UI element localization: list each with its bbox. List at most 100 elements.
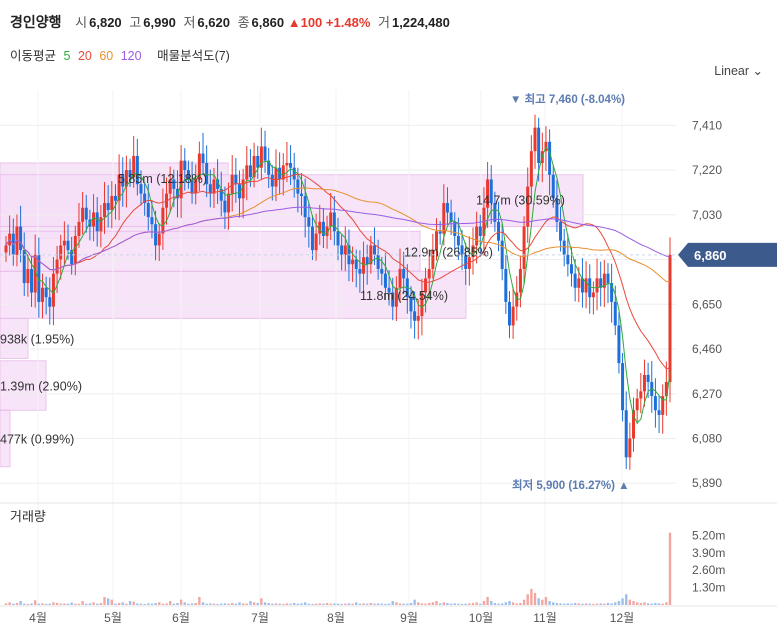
candle-body <box>113 195 117 201</box>
candle-body <box>117 174 121 201</box>
volume-label: 거 <box>378 15 390 30</box>
volume-bar <box>44 603 48 605</box>
candle-body <box>59 245 63 260</box>
x-tick-label: 11월 <box>533 611 557 625</box>
volume-bar <box>154 602 157 605</box>
candle-body <box>533 127 537 152</box>
candle-body <box>420 292 424 317</box>
ma-20[interactable]: 20 <box>77 49 92 63</box>
ma-120-line <box>5 206 671 271</box>
volume-bar <box>428 602 431 605</box>
volume-bar <box>121 602 124 605</box>
candle-body <box>281 165 285 180</box>
candle-body <box>599 278 603 288</box>
ma-label[interactable]: 이동평균 <box>10 49 57 63</box>
y-tick-label: 7,030 <box>692 208 722 222</box>
volume-bar <box>614 602 617 605</box>
volume-bar <box>548 600 551 605</box>
ma-5-line <box>5 146 671 424</box>
candle-body <box>161 207 165 234</box>
volume-bar <box>635 602 639 605</box>
volume-profile-bar <box>0 317 29 359</box>
volume-bar <box>99 602 103 605</box>
candle-body <box>314 233 318 251</box>
volume-bar <box>318 603 321 605</box>
volume-bar <box>493 602 497 605</box>
candle-body <box>402 268 406 279</box>
candle-body <box>449 212 453 222</box>
volume-bar <box>431 602 435 605</box>
volume-tick-label: 5.20m <box>692 528 725 542</box>
volume-bar <box>190 603 194 605</box>
candle-body <box>591 292 595 298</box>
candle-body <box>453 221 457 236</box>
candle-body <box>270 174 274 187</box>
candle-body <box>205 162 209 185</box>
candle-body <box>354 259 358 269</box>
candle-body <box>424 278 428 293</box>
candle-body <box>551 174 555 199</box>
ma-120[interactable]: 120 <box>120 49 142 63</box>
x-tick-label: 6월 <box>172 611 190 625</box>
x-tick-label: 12월 <box>610 611 634 625</box>
y-tick-label: 7,220 <box>692 163 722 177</box>
volume-bar <box>307 603 311 605</box>
y-tick-label: 6,080 <box>692 431 722 445</box>
high-label: 고 <box>129 15 142 30</box>
quote-header: 경인양행 시 6,820 고 6,990 저 6,620 종 6,860 ▲100 +1… <box>10 12 450 32</box>
volume-bar <box>128 600 132 605</box>
scale-dropdown[interactable]: Linear ⌄ <box>714 63 763 78</box>
candle-body <box>624 410 628 458</box>
x-tick-label: 8월 <box>327 611 345 625</box>
volume-bar <box>77 603 81 605</box>
candle-body <box>190 179 194 194</box>
volume-bar <box>442 602 446 605</box>
volume-bar <box>30 603 33 605</box>
low-value: 6,620 <box>197 15 230 30</box>
volume-bar <box>424 603 427 605</box>
volume-bar <box>70 602 73 605</box>
candle-body <box>442 203 446 234</box>
volume-bar <box>147 603 150 605</box>
candle-body <box>507 301 511 326</box>
volume-bar <box>179 599 183 605</box>
volume-bar <box>581 603 584 605</box>
volume-bar <box>322 603 325 605</box>
volume-bar <box>621 598 624 605</box>
volume-bar <box>610 603 613 605</box>
candle-body <box>336 231 340 246</box>
volume-profile-label: 1.39m (2.90%) <box>0 380 82 394</box>
ma-5[interactable]: 5 <box>63 49 71 63</box>
volume-bar <box>59 603 62 605</box>
candle-body <box>267 160 271 175</box>
volume-bar <box>63 603 66 605</box>
volume-bar <box>479 603 482 605</box>
candle-body <box>230 174 234 194</box>
candle-body <box>555 198 559 222</box>
volume-bar <box>329 603 332 605</box>
volume-profile-toggle[interactable]: 매물분석도(7) <box>157 49 230 63</box>
volume-bar <box>227 603 230 605</box>
candle-body <box>340 245 344 255</box>
candle-body <box>646 374 650 382</box>
candle-body <box>621 363 625 411</box>
candle-body <box>438 231 442 234</box>
candle-body <box>321 221 325 236</box>
volume-bar <box>161 603 165 605</box>
volume-bar <box>12 603 15 605</box>
volume-bar <box>252 602 256 605</box>
candle-body <box>577 278 581 288</box>
volume-bar <box>486 596 489 605</box>
candle-body <box>427 268 431 279</box>
volume-bar <box>267 602 270 605</box>
volume-bar <box>570 603 573 605</box>
volume-bar <box>541 599 544 605</box>
volume-bar <box>625 594 628 605</box>
volume-bar <box>336 603 340 605</box>
ma-60[interactable]: 60 <box>99 49 114 63</box>
candle-body <box>92 212 96 227</box>
volume-bar <box>449 603 453 605</box>
candle-body <box>55 259 59 274</box>
volume-bar <box>289 603 292 605</box>
